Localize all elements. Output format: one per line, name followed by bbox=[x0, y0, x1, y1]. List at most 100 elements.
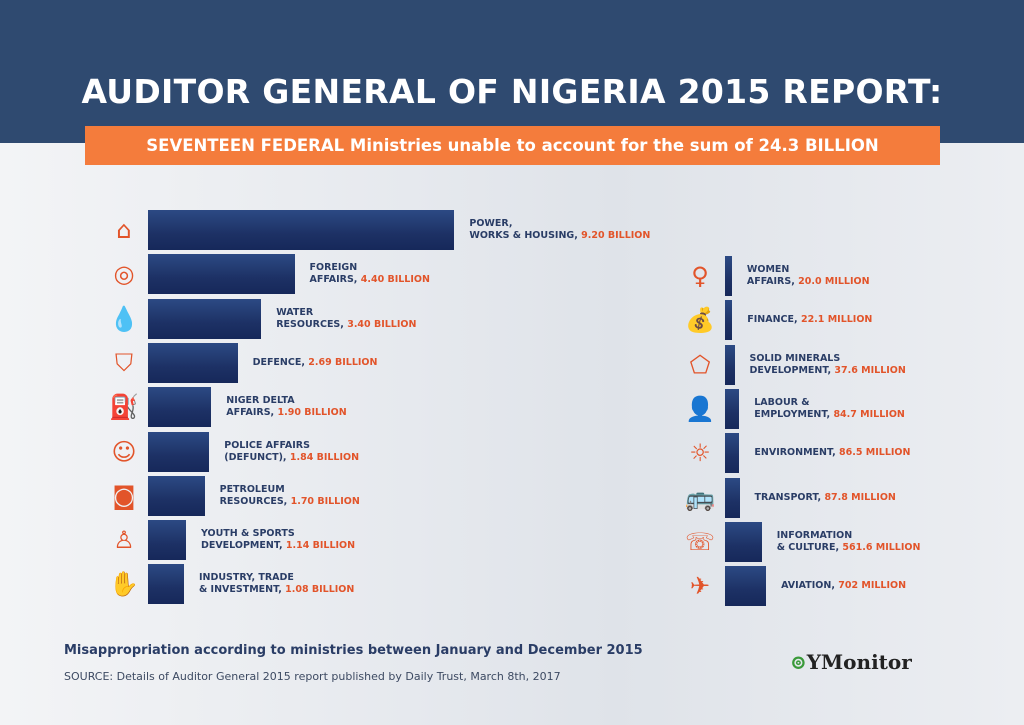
value-label: 9.20 BILLION bbox=[581, 230, 651, 241]
woman-icon: ♀ bbox=[691, 262, 709, 290]
value-label: 3.40 BILLION bbox=[347, 318, 417, 330]
subtitle-banner: SEVENTEEN FEDERAL Ministries unable to a… bbox=[85, 126, 940, 165]
bar-label: INFORMATION & CULTURE, 561.6 MILLION bbox=[777, 530, 921, 554]
category-label: RESOURCES, bbox=[219, 495, 288, 507]
bar-label: FINANCE, 22.1 MILLION bbox=[747, 314, 872, 326]
value-label: 561.6 MILLION bbox=[842, 541, 921, 553]
bar bbox=[725, 388, 740, 429]
bar-label: YOUTH & SPORTS DEVELOPMENT, 1.14 BILLION bbox=[201, 528, 355, 552]
source-note: SOURCE: Details of Auditor General 2015 … bbox=[64, 670, 561, 683]
category-label: DEVELOPMENT, bbox=[200, 540, 283, 552]
oil-barrel-icon: ◙ bbox=[112, 481, 136, 510]
category-label: AVIATION, bbox=[781, 580, 835, 592]
water-drops-icon: 💧 bbox=[109, 304, 139, 333]
value-label: 22.1 MILLION bbox=[800, 314, 873, 326]
broadcaster-icon: ☏ bbox=[684, 527, 715, 556]
value-label: 1.90 BILLION bbox=[277, 407, 347, 419]
category-label: INDUSTRY, TRADE bbox=[198, 572, 294, 584]
bar bbox=[148, 254, 295, 295]
value-label: 1.08 BILLION bbox=[285, 584, 355, 596]
value-label: 87.8 MILLION bbox=[824, 491, 896, 503]
value-label: 84.7 MILLION bbox=[833, 408, 905, 420]
bar bbox=[148, 520, 186, 561]
bar bbox=[725, 477, 740, 518]
bar-label: INDUSTRY, TRADE & INVESTMENT, 1.08 BILLIO… bbox=[199, 572, 354, 596]
money-bag-icon: 💰 bbox=[685, 306, 715, 335]
house-power-icon: ⌂ bbox=[116, 216, 132, 244]
value-label: 1.14 BILLION bbox=[285, 540, 356, 552]
category-label: WATER bbox=[276, 306, 314, 318]
bar-label: NIGER DELTA AFFAIRS, 1.90 BILLION bbox=[226, 395, 346, 419]
category-label: ENVIRONMENT, bbox=[754, 447, 836, 459]
bar bbox=[148, 342, 238, 383]
header-band bbox=[0, 0, 1024, 143]
category-label: POWER, bbox=[469, 218, 513, 229]
ymonitor-logo: ⊚YMonitor bbox=[790, 650, 912, 674]
globe-icon: ◎ bbox=[113, 260, 135, 289]
bar-label: PETROLEUM RESOURCES, 1.70 BILLION bbox=[220, 484, 360, 508]
oil-pump-icon: ⛽ bbox=[109, 393, 139, 422]
category-label: & INVESTMENT, bbox=[198, 584, 282, 596]
value-label: 702 MILLION bbox=[838, 580, 907, 592]
bar bbox=[725, 521, 762, 562]
category-label: RESOURCES, bbox=[276, 318, 344, 330]
value-label: 37.6 MILLION bbox=[834, 364, 906, 376]
bar bbox=[148, 431, 210, 472]
category-label: DEFENCE, bbox=[252, 356, 305, 368]
minerals-rock-icon: ⬠ bbox=[689, 350, 711, 379]
bar-label: AVIATION, 702 MILLION bbox=[781, 580, 906, 592]
category-label: NIGER DELTA bbox=[226, 395, 295, 407]
category-label: WORKS & HOUSING, bbox=[469, 230, 578, 241]
bar bbox=[148, 210, 455, 250]
bar-label: DEFENCE, 2.69 BILLION bbox=[253, 357, 378, 369]
category-label: POLICE AFFAIRS bbox=[224, 439, 310, 451]
page-title: AUDITOR GENERAL OF NIGERIA 2015 REPORT: bbox=[81, 72, 943, 111]
value-label: 20.0 MILLION bbox=[798, 276, 870, 287]
police-officer-icon: ☺ bbox=[111, 437, 137, 466]
bar bbox=[725, 433, 740, 474]
bar-label: TRANSPORT, 87.8 MILLION bbox=[755, 492, 896, 504]
category-label: LABOUR & bbox=[754, 396, 810, 408]
bar bbox=[148, 475, 205, 516]
bar-label: SOLID MINERALS DEVELOPMENT, 37.6 MILLION bbox=[750, 353, 906, 377]
airplane-icon: ✈ bbox=[689, 572, 711, 601]
bar bbox=[148, 387, 212, 428]
value-label: 1.70 BILLION bbox=[290, 495, 360, 507]
bar-label: FOREIGN AFFAIRS, 4.40 BILLION bbox=[310, 262, 430, 286]
category-label: AFFAIRS, bbox=[746, 276, 795, 287]
bar bbox=[725, 566, 767, 607]
category-label: FOREIGN bbox=[309, 262, 358, 274]
bar bbox=[725, 256, 732, 296]
bar bbox=[148, 298, 262, 339]
weightlifter-icon: ♙ bbox=[113, 526, 135, 555]
category-label: AFFAIRS, bbox=[309, 274, 358, 286]
value-label: 1.84 BILLION bbox=[289, 451, 360, 463]
category-label: TRANSPORT, bbox=[754, 491, 822, 503]
bar-label: POLICE AFFAIRS (DEFUNCT), 1.84 BILLION bbox=[224, 440, 359, 464]
defence-shield-icon: ⛉ bbox=[115, 348, 133, 377]
category-label: INFORMATION bbox=[776, 529, 853, 541]
magnifier-icon: ⊚ bbox=[790, 650, 807, 674]
bar-label: WATER RESOURCES, 3.40 BILLION bbox=[276, 307, 416, 331]
value-label: 2.69 BILLION bbox=[308, 356, 378, 368]
category-label: PETROLEUM bbox=[219, 483, 285, 495]
category-label: (DEFUNCT), bbox=[224, 451, 287, 463]
bar-label: ENVIRONMENT, 86.5 MILLION bbox=[754, 447, 910, 459]
value-label: 4.40 BILLION bbox=[360, 274, 430, 286]
category-label: EMPLOYMENT, bbox=[754, 408, 831, 420]
category-label: & CULTURE, bbox=[776, 541, 840, 553]
bar bbox=[725, 300, 733, 341]
bar-label: LABOUR & EMPLOYMENT, 84.7 MILLION bbox=[754, 397, 905, 421]
environment-tree-icon: ☼ bbox=[689, 439, 711, 468]
handshake-icon: ✋ bbox=[109, 570, 139, 599]
category-label: WOMEN bbox=[746, 264, 790, 275]
employee-icon: 👤 bbox=[685, 394, 715, 423]
category-label: DEVELOPMENT, bbox=[749, 364, 832, 376]
category-label: FINANCE, bbox=[747, 314, 798, 326]
bar-label: WOMEN AFFAIRS, 20.0 MILLION bbox=[747, 264, 870, 288]
bar bbox=[725, 344, 735, 385]
chart-caption: Misappropriation according to ministries… bbox=[64, 643, 643, 658]
category-label: AFFAIRS, bbox=[226, 407, 275, 419]
bar-label: POWER, WORKS & HOUSING, 9.20 BILLION bbox=[469, 218, 650, 242]
value-label: 86.5 MILLION bbox=[839, 447, 911, 459]
